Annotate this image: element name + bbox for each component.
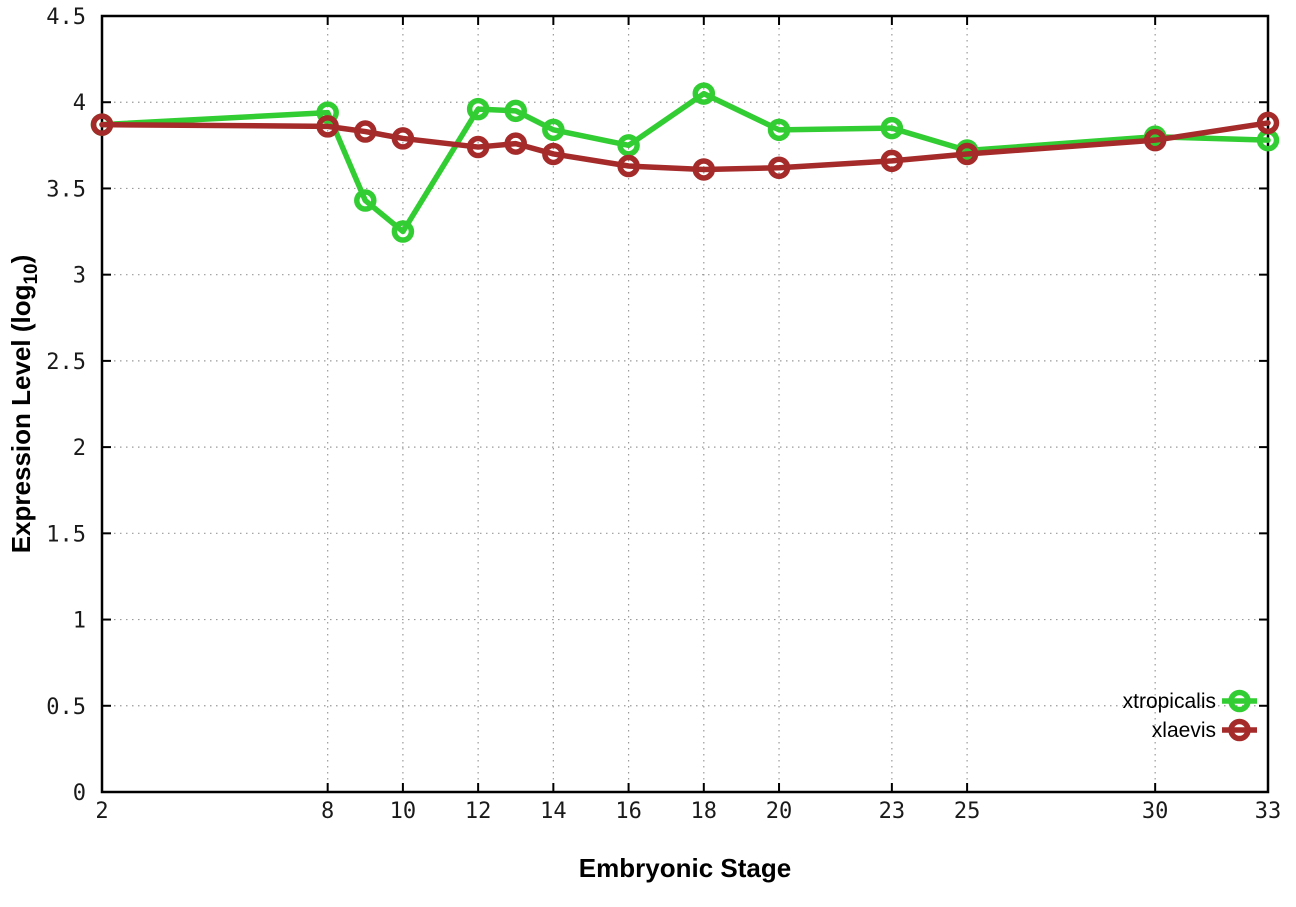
y-tick-label: 2.5 xyxy=(46,350,86,375)
tick-labels: 2 8 10 12 14 16 18 20 23 25 30 33 0 0.5 1 1.5 2 2.5 3 3.5 4 4… xyxy=(46,5,1281,824)
data-point-marker xyxy=(1256,111,1280,135)
data-point-marker xyxy=(391,127,415,150)
x-tick-label: 25 xyxy=(954,799,981,824)
y-tick-label: 0.5 xyxy=(46,695,86,720)
x-tick-label: 14 xyxy=(540,799,567,824)
data-point-marker xyxy=(504,132,527,155)
data-point-marker xyxy=(504,99,527,123)
x-tick-label: 33 xyxy=(1255,799,1282,824)
data-point-marker xyxy=(466,97,490,121)
data-point-marker xyxy=(617,154,640,178)
data-point-marker xyxy=(391,220,415,243)
plot-border xyxy=(100,14,1270,794)
series-xtropicalis xyxy=(90,82,1280,243)
x-tick-label: 30 xyxy=(1142,799,1169,824)
series-layer xyxy=(90,82,1280,243)
y-tick-label: 2 xyxy=(73,436,86,461)
data-point-marker xyxy=(542,118,565,142)
data-point-marker xyxy=(692,158,716,181)
y-tick-label: 0 xyxy=(73,781,86,806)
series-line xyxy=(99,90,1271,235)
data-point-marker xyxy=(316,101,339,124)
x-tick-label: 8 xyxy=(321,799,334,824)
data-point-marker xyxy=(692,82,716,105)
data-point-marker xyxy=(1143,128,1167,152)
y-tick-label: 3.5 xyxy=(46,177,86,202)
x-tick-label: 16 xyxy=(615,799,642,824)
data-point-marker xyxy=(316,115,339,138)
legend: xtropicalis xlaevis xyxy=(1123,689,1257,742)
data-point-marker xyxy=(880,116,904,140)
data-point-marker xyxy=(617,134,640,157)
x-tick-label: 23 xyxy=(879,799,906,824)
legend-label: xtropicalis xyxy=(1123,690,1216,713)
y-tick-label: 1 xyxy=(73,609,86,634)
y-tick-label: 1.5 xyxy=(46,522,86,547)
data-point-marker xyxy=(767,118,791,142)
y-tick-label: 4.5 xyxy=(46,5,86,30)
data-point-marker xyxy=(466,135,490,159)
x-tick-label: 10 xyxy=(390,799,417,824)
data-point-marker xyxy=(354,189,377,212)
data-point-marker xyxy=(90,113,114,136)
legend-sample-marker xyxy=(1228,689,1251,713)
x-tick-label: 12 xyxy=(465,799,492,824)
data-point-marker xyxy=(542,142,565,166)
axis-ticks xyxy=(101,15,1269,793)
data-point-marker xyxy=(880,149,904,173)
y-tick-label: 4 xyxy=(73,91,86,116)
x-tick-label: 2 xyxy=(95,799,108,824)
legend-label: xlaevis xyxy=(1152,719,1216,742)
series-line xyxy=(99,120,1271,173)
series-xlaevis xyxy=(90,111,1280,181)
data-point-marker xyxy=(354,120,377,143)
legend-item-xtropicalis: xtropicalis xyxy=(1123,689,1257,713)
x-tick-label: 18 xyxy=(691,799,718,824)
legend-item-xlaevis: xlaevis xyxy=(1152,718,1257,742)
x-tick-label: 20 xyxy=(766,799,793,824)
data-point-marker xyxy=(767,156,791,180)
gridlines xyxy=(102,16,1268,792)
y-axis-title: Expression Level (log10) xyxy=(6,255,42,554)
y-tick-label: 3 xyxy=(73,264,86,289)
x-axis-title: Embryonic Stage xyxy=(579,853,791,883)
data-point-marker xyxy=(955,142,979,166)
legend-sample-marker xyxy=(1228,718,1251,742)
